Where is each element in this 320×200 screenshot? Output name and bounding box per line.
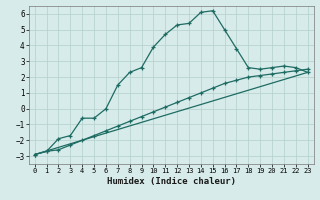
X-axis label: Humidex (Indice chaleur): Humidex (Indice chaleur)	[107, 177, 236, 186]
